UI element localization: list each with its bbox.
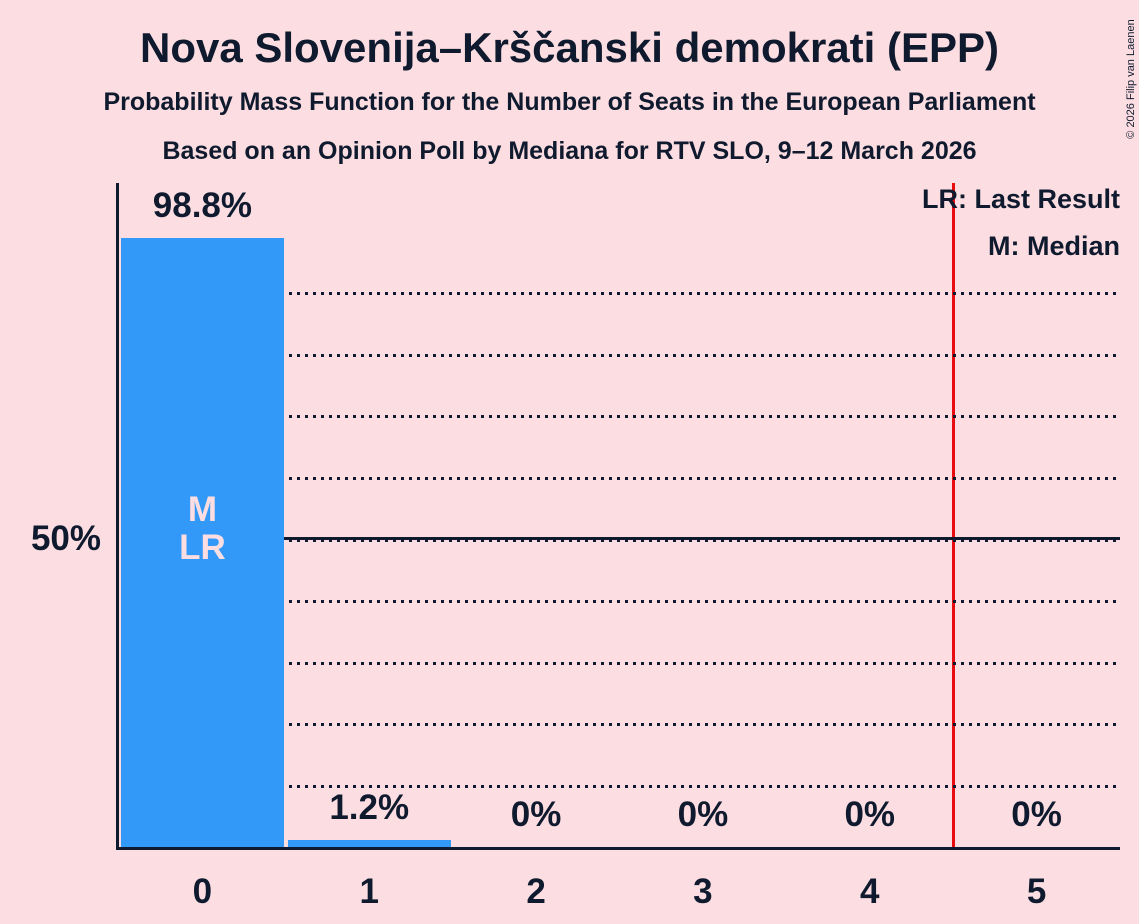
bar-value-label-2: 0% [510, 795, 562, 834]
x-tick-label-3: 3 [693, 872, 713, 911]
gridline-40-percent [121, 600, 1120, 604]
bar-value-label-5: 0% [1011, 795, 1062, 834]
chart-subtitle-poll: Based on an Opinion Poll by Mediana for … [162, 137, 977, 165]
chart-legend: LR: Last Result M: Median [922, 176, 1120, 270]
bar-value-label-1: 1.2% [329, 787, 410, 827]
x-tick-label-2: 2 [526, 872, 546, 911]
legend-last-result: LR: Last Result [921, 184, 1120, 214]
legend-median: M: Median [988, 231, 1120, 261]
bar-value-label-4: 0% [844, 795, 896, 834]
gridline-90-percent [121, 292, 1120, 296]
bar-seats-1 [287, 839, 451, 847]
bar-value-label-3: 0% [677, 795, 729, 834]
chart-subtitle-function: Probability Mass Function for the Number… [103, 88, 1036, 116]
bar-seats-0 [121, 238, 284, 847]
bar-value-label-0: 98.8% [152, 186, 253, 226]
gridline-60-percent [121, 476, 1120, 480]
gridline-solid-50-percent [121, 536, 1120, 540]
y-axis-tick-label: 50% [30, 519, 101, 558]
gridline-70-percent [121, 415, 1120, 419]
gridline-50-percent [121, 538, 1120, 542]
gridline-80-percent [121, 353, 1120, 357]
copyright-notice: © 2026 Filip van Laenen [1125, 19, 1137, 139]
x-tick-label-5: 5 [1026, 872, 1047, 911]
x-tick-label-4: 4 [860, 872, 880, 911]
gridline-10-percent [121, 784, 1120, 788]
x-axis-labels: 0 1 2 3 4 5 [119, 862, 1120, 924]
x-tick-label-1: 1 [359, 872, 379, 911]
chart-title: Nova Slovenija–Krščanski demokrati (EPP) [139, 24, 999, 71]
gridline-30-percent [121, 661, 1120, 665]
x-tick-label-0: 0 [192, 872, 213, 911]
median-last-result-annotation: M LR [179, 489, 226, 567]
last-result-line [951, 183, 955, 847]
plot-area: 98.8% 1.2% 0% 0% 0% 0% M LR [116, 183, 1120, 850]
gridline-20-percent [121, 723, 1120, 727]
